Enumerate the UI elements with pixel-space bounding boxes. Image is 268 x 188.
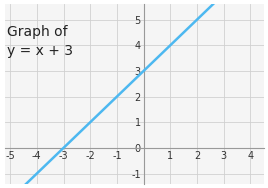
Text: Graph of
y = x + 3: Graph of y = x + 3 — [8, 25, 73, 58]
